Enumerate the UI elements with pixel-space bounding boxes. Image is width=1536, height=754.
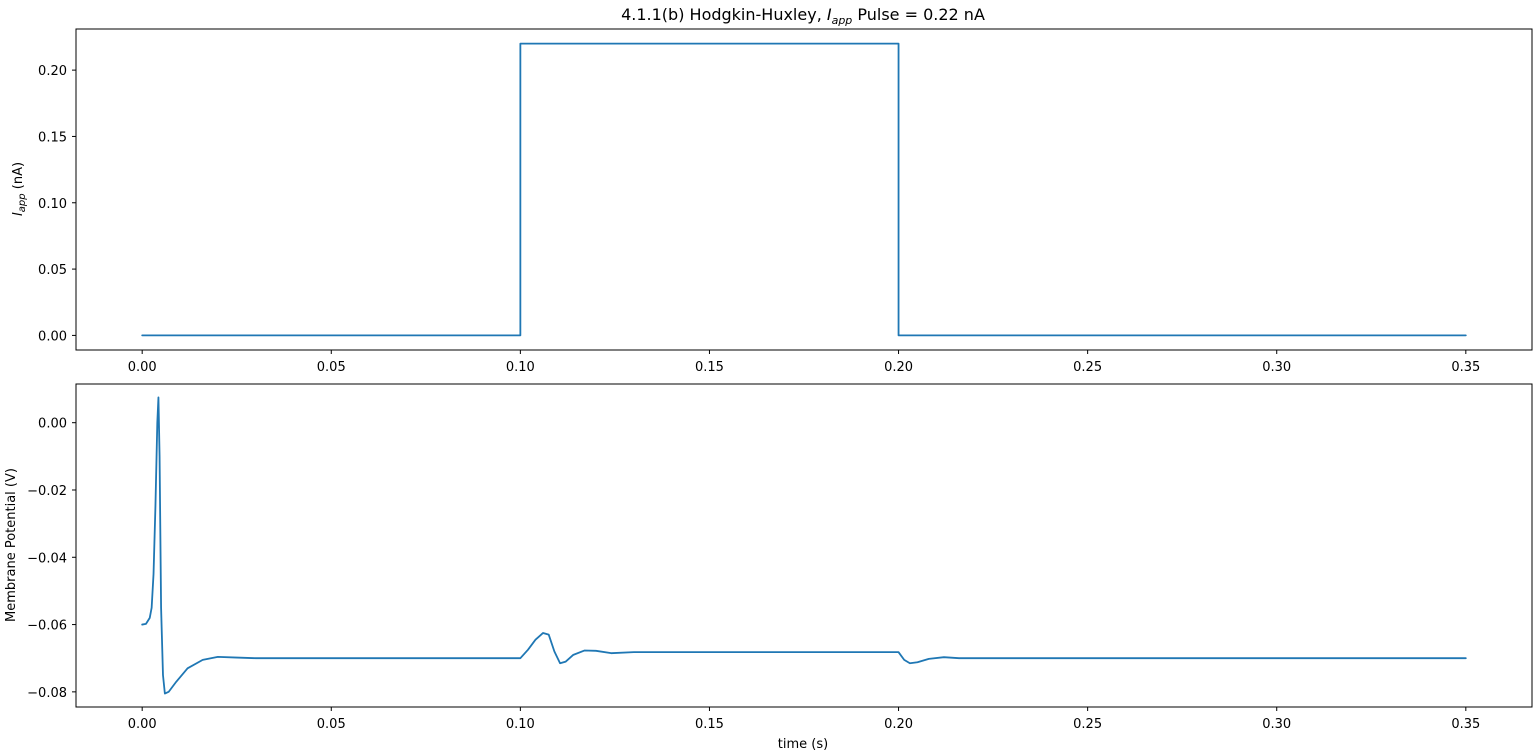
bottom-x-tick-label: 0.30 bbox=[1262, 717, 1291, 732]
top-y-tick-label: 0.15 bbox=[38, 130, 67, 145]
bottom-y-axis-label: Membrane Potential (V) bbox=[4, 468, 19, 622]
bottom-y-tick-label: −0.02 bbox=[27, 484, 67, 499]
bottom-x-tick-label: 0.00 bbox=[128, 717, 157, 732]
bottom-x-tick-label: 0.35 bbox=[1451, 717, 1480, 732]
bottom-y-tick-label: −0.04 bbox=[27, 551, 67, 566]
bottom-x-tick-label: 0.15 bbox=[695, 717, 724, 732]
top-x-tick-label: 0.00 bbox=[128, 360, 157, 375]
bottom-x-ticks: 0.00 0.05 0.10 0.15 0.20 0.25 0.30 0.35 bbox=[128, 707, 1480, 732]
top-x-ticks: 0.00 0.05 0.10 0.15 0.20 0.25 0.30 0.35 bbox=[128, 350, 1480, 375]
top-x-tick-label: 0.15 bbox=[695, 360, 724, 375]
top-x-tick-label: 0.20 bbox=[884, 360, 913, 375]
top-axes-frame bbox=[75, 28, 1533, 351]
bottom-x-tick-label: 0.05 bbox=[317, 717, 346, 732]
bottom-y-tick-label: −0.06 bbox=[27, 619, 67, 634]
bottom-y-ticks: 0.00 −0.02 −0.04 −0.06 −0.08 bbox=[27, 417, 76, 701]
top-x-tick-label: 0.35 bbox=[1451, 360, 1480, 375]
bottom-series-lines bbox=[141, 396, 1467, 695]
top-series-lines bbox=[141, 42, 1467, 337]
bottom-axes-frame bbox=[75, 383, 1533, 708]
chart-title: 4.1.1(b) Hodgkin-Huxley, Iapp Pulse = 0.… bbox=[621, 5, 985, 27]
bottom-x-tick-label: 0.20 bbox=[884, 717, 913, 732]
top-y-tick-label: 0.20 bbox=[38, 64, 67, 79]
bottom-x-tick-label: 0.25 bbox=[1073, 717, 1102, 732]
bottom-axes-membrane-potential: time (s) Membrane Potential (V) 0.00 0.05… bbox=[4, 383, 1533, 752]
top-y-tick-label: 0.05 bbox=[38, 263, 67, 278]
top-x-tick-label: 0.10 bbox=[506, 360, 535, 375]
top-x-tick-label: 0.30 bbox=[1262, 360, 1291, 375]
top-y-ticks: 0.00 0.05 0.10 0.15 0.20 bbox=[38, 64, 76, 344]
bottom-series-line bbox=[141, 396, 1467, 695]
top-x-tick-label: 0.25 bbox=[1073, 360, 1102, 375]
top-y-tick-label: 0.00 bbox=[38, 329, 67, 344]
bottom-x-tick-label: 0.10 bbox=[506, 717, 535, 732]
top-y-axis-label: Iapp (nA) bbox=[11, 162, 28, 216]
bottom-y-tick-label: −0.08 bbox=[27, 686, 67, 701]
top-y-tick-label: 0.10 bbox=[38, 197, 67, 212]
top-axes-applied-current: 4.1.1(b) Hodgkin-Huxley, Iapp Pulse = 0.… bbox=[11, 5, 1533, 375]
bottom-x-axis-label: time (s) bbox=[778, 737, 828, 752]
bottom-y-tick-label: 0.00 bbox=[38, 417, 67, 432]
top-series-line bbox=[141, 42, 1467, 337]
top-x-tick-label: 0.05 bbox=[317, 360, 346, 375]
